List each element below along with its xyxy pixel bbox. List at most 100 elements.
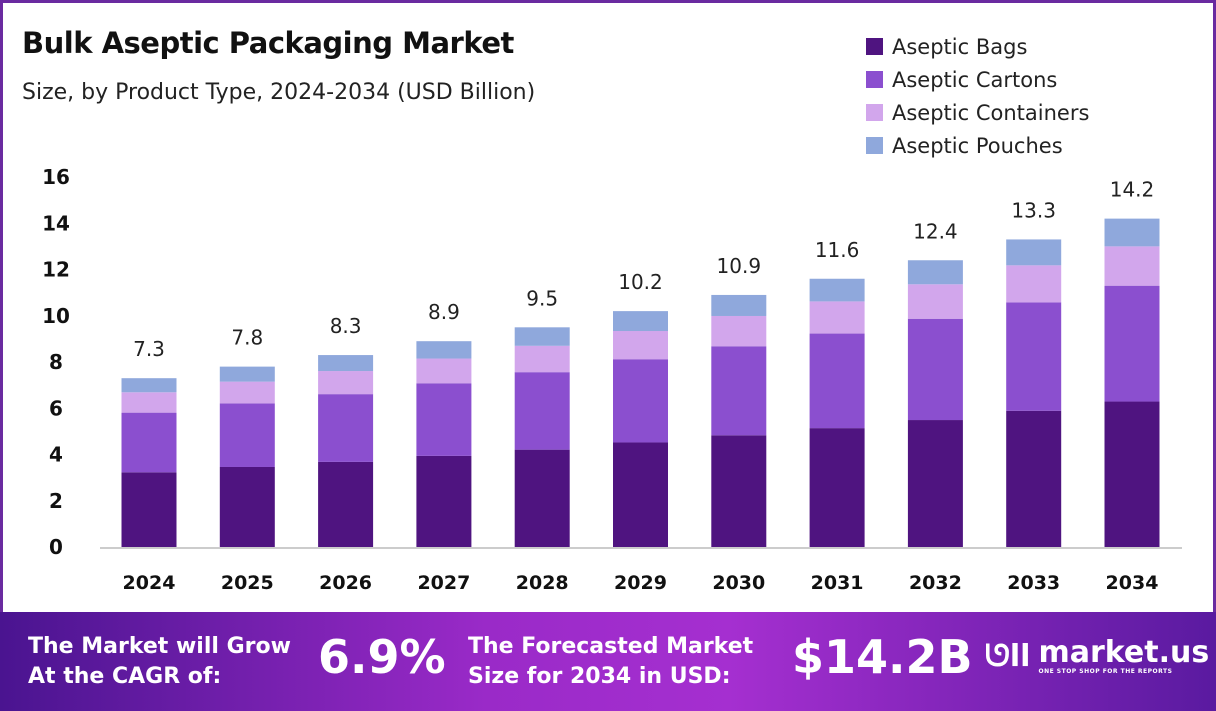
bar-segment <box>416 455 472 547</box>
bar-segment <box>711 294 767 316</box>
x-tick-label: 2026 <box>319 572 372 594</box>
total-label: 11.6 <box>815 238 860 262</box>
legend-swatch <box>866 104 883 121</box>
bar-segment <box>416 358 472 384</box>
bar-segment <box>907 260 963 285</box>
bar-segment <box>121 378 177 393</box>
total-label: 8.9 <box>428 300 460 324</box>
bar-segment <box>711 435 767 547</box>
logo-name: market.us <box>1038 635 1210 670</box>
bar-segment <box>1104 401 1160 547</box>
bar-segment <box>121 472 177 547</box>
y-tick-label: 0 <box>49 535 63 559</box>
bar-segment <box>1006 265 1062 303</box>
y-tick-label: 4 <box>49 443 63 467</box>
bar-segment <box>809 333 865 429</box>
legend-item: Aseptic Pouches <box>866 129 1089 162</box>
bar-segment <box>711 315 767 347</box>
legend-label: Aseptic Pouches <box>892 133 1063 158</box>
chart-plot: 0 2 4 6 8 10 12 14 16 7.3 2024 7.8 2025 8.3 2026 8.9 202… <box>42 165 1182 594</box>
x-tick-label: 2032 <box>909 572 962 594</box>
cagr-label-line: At the CAGR of: <box>28 664 222 689</box>
bar-segment <box>318 371 374 395</box>
total-label: 9.5 <box>526 286 558 310</box>
x-tick-label: 2025 <box>221 572 274 594</box>
bar-segment <box>318 461 374 547</box>
x-tick-label: 2024 <box>123 572 176 594</box>
x-tick-label: 2031 <box>811 572 864 594</box>
cagr-label-line: The Market will Grow <box>28 634 291 659</box>
bar-segment <box>318 394 374 462</box>
total-label: 7.3 <box>133 337 165 361</box>
bar-segment <box>121 412 177 473</box>
bar-segment <box>1104 246 1160 286</box>
bar-segment <box>121 392 177 413</box>
y-tick-label: 2 <box>49 489 63 513</box>
legend: Aseptic Bags Aseptic Cartons Aseptic Con… <box>866 30 1089 162</box>
bar-segment <box>613 331 668 360</box>
x-tick-label: 2034 <box>1106 572 1159 594</box>
bar-segment <box>219 366 275 382</box>
total-label: 10.9 <box>717 254 762 278</box>
bar-segment <box>907 284 963 319</box>
bar-segment <box>809 301 865 334</box>
legend-label: Aseptic Bags <box>892 34 1028 59</box>
bar-segment <box>613 311 668 332</box>
legend-swatch <box>866 137 883 154</box>
market-us-logo: ᘎll market.us ONE STOP SHOP FOR THE REPOR… <box>985 635 1210 676</box>
bar-segment <box>1006 239 1062 266</box>
logo-tagline: ONE STOP SHOP FOR THE REPORTS <box>1038 668 1173 675</box>
x-tick-label: 2030 <box>712 572 765 594</box>
total-label: 7.8 <box>231 326 263 350</box>
bar-segment <box>219 381 275 404</box>
legend-item: Aseptic Bags <box>866 30 1089 63</box>
x-tick-label: 2033 <box>1007 572 1060 594</box>
chart-title: Bulk Aseptic Packaging Market <box>22 26 514 60</box>
bar-segment <box>219 466 275 547</box>
total-label: 12.4 <box>913 219 958 243</box>
y-tick-label: 12 <box>42 258 70 282</box>
y-tick-label: 8 <box>49 350 63 374</box>
bar-segment <box>907 318 963 421</box>
cagr-value: 6.9% <box>318 630 446 684</box>
y-tick-label: 16 <box>42 165 70 189</box>
forecast-label: The Forecasted Market Size for 2034 in US… <box>468 632 753 692</box>
bar-segment <box>1104 218 1160 247</box>
legend-swatch <box>866 71 883 88</box>
bar-segment <box>613 359 668 443</box>
y-tick-label: 10 <box>42 304 70 328</box>
total-label: 14.2 <box>1110 178 1155 202</box>
bar-segment <box>514 449 570 547</box>
bar-segment <box>514 372 570 450</box>
x-tick-label: 2029 <box>614 572 667 594</box>
legend-item: Aseptic Cartons <box>866 63 1089 96</box>
logo-mark-icon: ᘎll <box>985 639 1031 674</box>
x-tick-label: 2028 <box>516 572 569 594</box>
legend-item: Aseptic Containers <box>866 96 1089 129</box>
summary-banner: The Market will Grow At the CAGR of: 6.9%… <box>0 612 1216 711</box>
bar-segment <box>514 327 570 346</box>
x-tick-label: 2027 <box>417 572 470 594</box>
legend-label: Aseptic Cartons <box>892 67 1058 92</box>
bar-segment <box>809 428 865 547</box>
bar-segment <box>613 442 668 547</box>
bar-segment <box>711 346 767 436</box>
legend-label: Aseptic Containers <box>892 100 1090 125</box>
bar-segment <box>1006 410 1062 547</box>
forecast-label-line: The Forecasted Market <box>468 634 754 659</box>
total-label: 13.3 <box>1011 198 1056 222</box>
y-tick-label: 6 <box>49 396 63 420</box>
forecast-value: $14.2B <box>792 630 973 684</box>
bar-segment <box>219 403 275 467</box>
bar-segment <box>416 383 472 456</box>
chart-subtitle: Size, by Product Type, 2024-2034 (USD Bi… <box>22 80 536 105</box>
total-label: 8.3 <box>330 314 362 338</box>
bar-segment <box>416 341 472 359</box>
bar-segment <box>809 278 865 302</box>
bar-segment <box>318 355 374 372</box>
bar-segment <box>1104 285 1160 402</box>
cagr-label: The Market will Grow At the CAGR of: <box>28 632 291 692</box>
total-label: 10.2 <box>618 270 663 294</box>
legend-swatch <box>866 38 883 55</box>
